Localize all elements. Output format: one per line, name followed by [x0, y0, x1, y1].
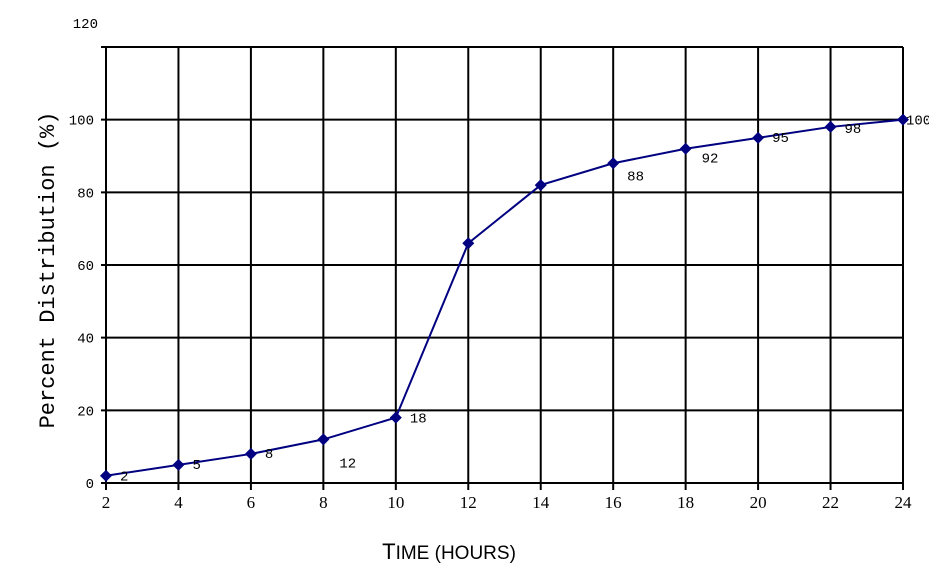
data-point-label: 88 [627, 169, 644, 185]
x-axis-label-rest: IME (HOURS) [396, 543, 516, 564]
data-point-label: 92 [702, 152, 719, 168]
data-labels: 2 5 8 12 18 88 92 95 98 100 [120, 114, 929, 486]
x-tick-label: 4 [174, 493, 183, 512]
series-line [105, 118, 904, 477]
y-tick-label: 100 [69, 114, 94, 130]
y-axis-label: Percent Distribution (%) [36, 112, 61, 429]
data-point-label: 18 [410, 412, 427, 428]
y-tick-label: 120 [73, 17, 98, 33]
x-tick-label: 12 [460, 493, 477, 512]
diamond-marker-icon [172, 458, 185, 471]
diamond-marker-icon [607, 157, 620, 170]
diamond-marker-icon [462, 237, 475, 250]
x-axis-label-initial: T [382, 539, 395, 564]
y-tick-label: 20 [77, 404, 94, 420]
diamond-marker-icon [534, 179, 547, 192]
y-axis-ticks: 0 20 40 60 80 100 120 [69, 17, 98, 493]
x-tick-label: 18 [677, 493, 694, 512]
x-axis-ticks: 2 4 6 8 10 12 14 16 18 20 22 24 [102, 493, 912, 512]
x-tick-label: 6 [247, 493, 256, 512]
data-point-label: 8 [265, 447, 273, 463]
diamond-marker-icon [679, 142, 692, 155]
x-tick-label: 24 [895, 493, 913, 512]
diamond-marker-icon [824, 120, 837, 133]
data-point-label: 100 [906, 114, 929, 130]
y-tick-label: 0 [86, 477, 94, 493]
diamond-marker-icon [752, 131, 765, 144]
diamond-marker-icon [100, 469, 112, 482]
data-point-label: 12 [339, 456, 356, 472]
x-tick-label: 20 [750, 493, 767, 512]
x-tick-label: 22 [822, 493, 839, 512]
x-tick-label: 8 [319, 493, 328, 512]
data-point-label: 98 [845, 122, 862, 138]
y-tick-label: 40 [77, 332, 94, 348]
data-point-label: 95 [772, 131, 789, 147]
data-point-label: 2 [120, 470, 128, 486]
diamond-marker-icon [897, 113, 909, 126]
x-tick-label: 10 [387, 493, 404, 512]
diamond-marker-icon [244, 447, 257, 460]
diamond-marker-icon [317, 433, 330, 446]
y-tick-label: 60 [77, 259, 94, 275]
x-axis-label: TIME (HOURS) [382, 539, 516, 564]
y-tick-label: 80 [77, 186, 94, 202]
diamond-marker-icon [389, 411, 402, 424]
x-tick-label: 2 [102, 493, 111, 512]
data-point-label: 5 [192, 458, 200, 474]
x-tick-label: 14 [532, 493, 550, 512]
x-tick-label: 16 [605, 493, 622, 512]
grid-lines [101, 46, 904, 490]
data-series [100, 113, 909, 482]
